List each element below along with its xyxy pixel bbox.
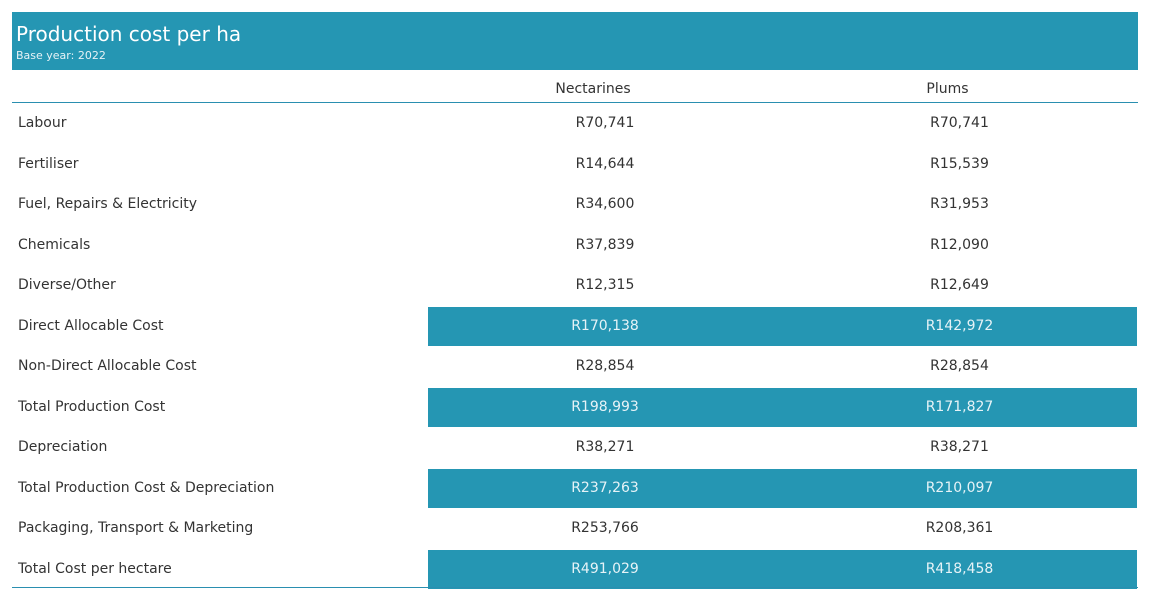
highlight-band [428,306,1137,346]
plums-value: R418,458 [925,560,994,577]
nectarines-value: R70,741 [575,115,635,131]
table-row: Fertiliser R14,644 R15,539 [12,144,1138,185]
row-label: Direct Allocable Cost [18,317,164,334]
chart-subtitle: Base year: 2022 [16,49,106,62]
plums-value: R15,539 [930,155,989,172]
table-row: Packaging, Transport & Marketing R253,766… [12,508,1138,549]
chart-title: Production cost per ha [16,22,242,46]
nectarines-value: R37,839 [575,236,635,253]
table-bottom-divider [12,587,1138,588]
title-banner: Production cost per ha Base year: 2022 [12,12,1138,70]
column-header-nectarines: Nectarines [555,81,631,97]
plums-value: R12,090 [930,236,989,253]
plums-value: R171,827 [925,398,994,415]
nectarines-value: R12,315 [575,277,635,293]
nectarines-value: R198,993 [571,398,639,415]
row-label: Total Production Cost & Depreciation [18,479,275,496]
plums-value: R31,953 [930,196,989,212]
nectarines-value: R253,766 [571,520,639,536]
plums-value: R208,361 [925,520,994,536]
column-header-plums: Plums [926,81,969,97]
nectarines-value: R28,854 [575,358,635,374]
row-label: Fuel, Repairs & Electricity [18,196,198,212]
nectarines-value: R34,600 [575,196,635,212]
plums-value: R210,097 [925,479,994,496]
row-label: Packaging, Transport & Marketing [18,520,254,536]
table-row: Direct Allocable Cost R170,138 R142,972 [12,306,1138,347]
table-row: Diverse/Other R12,315 R12,649 [12,265,1138,306]
plums-value: R70,741 [930,115,989,131]
row-label: Total Cost per hectare [18,560,172,577]
row-label: Non-Direct Allocable Cost [18,358,197,374]
table-row: Total Production Cost R198,993 R171,827 [12,387,1138,428]
table-row: Total Cost per hectare R491,029 R418,458 [12,549,1138,590]
nectarines-value: R491,029 [571,560,639,577]
header-divider [12,102,1138,103]
table-row: Depreciation R38,271 R38,271 [12,427,1138,468]
nectarines-value: R237,263 [571,479,639,496]
plums-value: R12,649 [930,277,989,293]
nectarines-value: R170,138 [571,317,639,334]
table-row: Non-Direct Allocable Cost R28,854 R28,854 [12,346,1138,387]
highlight-band [428,468,1137,508]
highlight-band [428,387,1137,427]
highlight-band [428,549,1137,589]
row-label: Fertiliser [18,155,79,172]
table-row: Chemicals R37,839 R12,090 [12,225,1138,266]
plums-value: R38,271 [930,439,989,455]
row-label: Labour [18,115,67,131]
table-row: Labour R70,741 R70,741 [12,103,1138,144]
table-row: Fuel, Repairs & Electricity R34,600 R31,95… [12,184,1138,225]
plums-value: R142,972 [925,317,994,334]
cost-table: Labour R70,741 R70,741 Fertiliser R14,644 R15… [12,103,1138,589]
nectarines-value: R38,271 [575,439,635,455]
row-label: Depreciation [18,439,108,455]
row-label: Total Production Cost [18,398,166,415]
table-row: Total Production Cost & Depreciation R237… [12,468,1138,509]
nectarines-value: R14,644 [575,155,635,172]
row-label: Chemicals [18,236,91,253]
row-label: Diverse/Other [18,277,116,293]
plums-value: R28,854 [930,358,989,374]
